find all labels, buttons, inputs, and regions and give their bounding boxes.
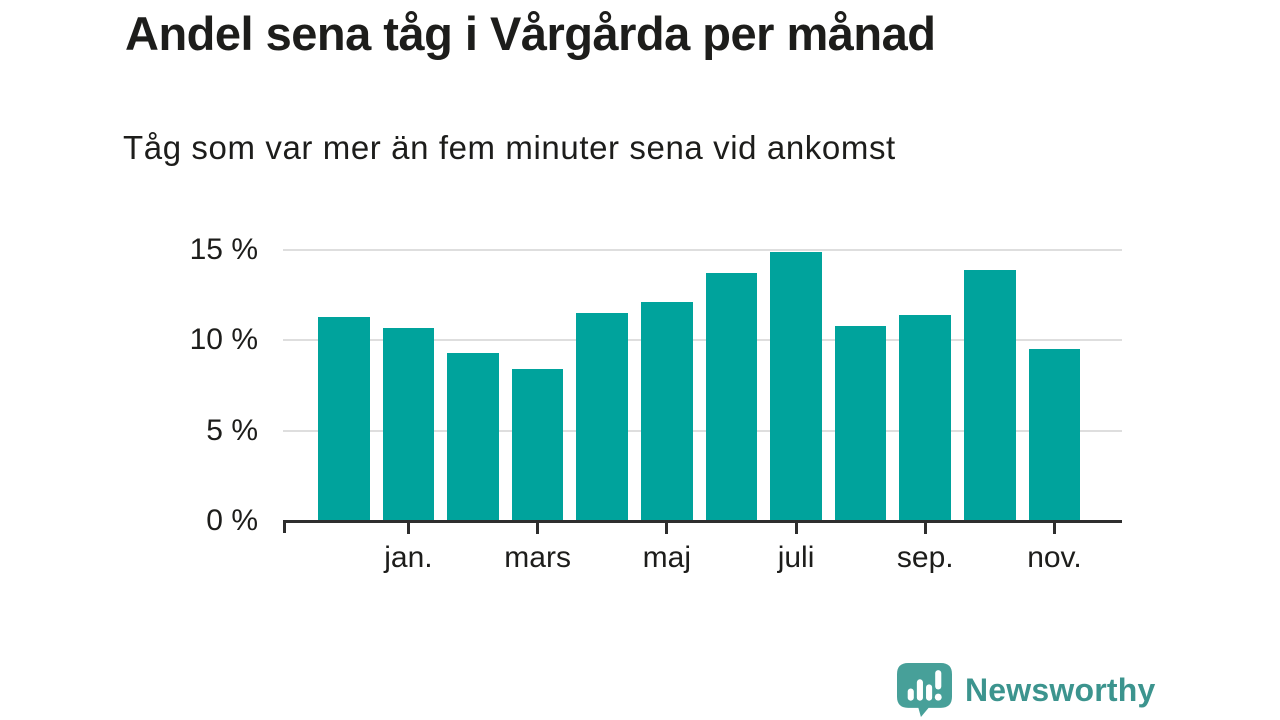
bar: [705, 273, 758, 521]
gridline: [283, 339, 1122, 342]
y-axis-tick-label: 15 %: [189, 232, 258, 266]
bar: [382, 328, 435, 521]
y-axis-tick-label: 0 %: [206, 504, 258, 537]
x-axis-tick: [536, 523, 540, 534]
x-axis-line: [283, 520, 1122, 523]
x-axis-tick-label: sep.: [896, 541, 954, 574]
bar: [1028, 349, 1081, 521]
x-axis-tick-label: mars: [504, 541, 571, 574]
x-axis-tick-label: jan.: [384, 541, 433, 574]
speech-bubble-shape: [897, 663, 952, 717]
bar: [511, 369, 564, 521]
newsworthy-logo-text: Newsworthy: [965, 671, 1156, 708]
chart-subtitle: Tåg som var mer än fem minuter sena vid …: [123, 129, 896, 166]
bar: [964, 270, 1016, 521]
x-axis-tick: [794, 523, 798, 534]
y-axis-tick-label: 10 %: [189, 323, 258, 357]
x-axis-tick-label: juli: [777, 541, 815, 574]
chart-title: Andel sena tåg i Vårgårda per månad: [125, 7, 936, 60]
x-axis-tick: [406, 523, 410, 534]
bar: [318, 317, 370, 521]
x-axis-tick: [665, 523, 669, 534]
bar: [834, 326, 887, 521]
x-axis-start-tick: [283, 520, 286, 533]
y-axis-tick-label: 5 %: [206, 413, 258, 447]
newsworthy-logo: Newsworthy: [897, 663, 1155, 717]
bar: [447, 353, 499, 521]
x-axis-tick-label: nov.: [1027, 541, 1082, 574]
gridline: [283, 429, 1122, 432]
bar: [770, 252, 822, 521]
bar: [899, 315, 952, 521]
bar: [641, 302, 693, 521]
x-axis-tick: [923, 523, 927, 534]
x-axis-tick: [1052, 523, 1056, 534]
bar: [576, 313, 629, 521]
x-axis-tick-label: maj: [642, 541, 692, 574]
newsworthy-logo-icon: [897, 663, 952, 717]
gridline: [283, 248, 1122, 251]
